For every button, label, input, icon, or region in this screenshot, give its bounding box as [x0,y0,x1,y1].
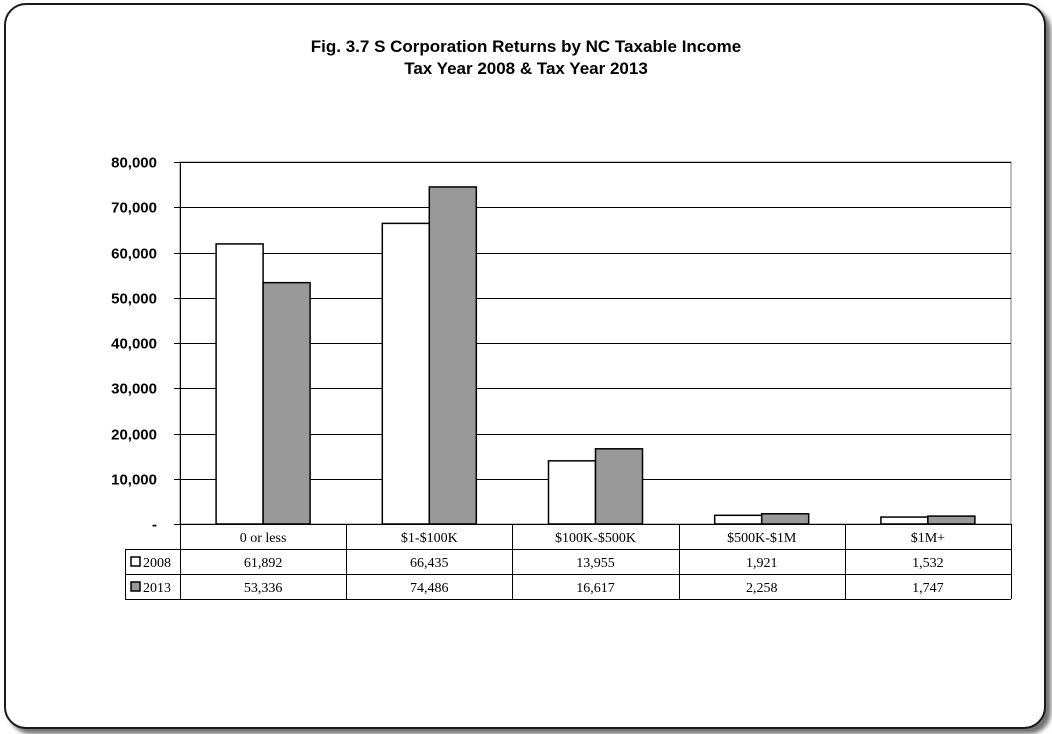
data-label: 61,892 [244,556,283,571]
y-tick-label: 80,000 [111,155,157,172]
y-tick-label: 30,000 [111,381,157,398]
y-tick-label: 60,000 [111,246,157,263]
data-label: 1,747 [912,581,944,596]
bar-2013 [428,186,478,525]
bar-2008 [880,516,929,525]
bar-2008 [547,460,597,525]
bar-2008 [381,222,431,525]
y-tick-label: 40,000 [111,336,157,353]
x-tick-label: $1M+ [911,531,945,546]
y-tick-label: 50,000 [111,291,157,308]
x-tick-label: 0 or less [240,531,287,546]
legend-key-2013 [130,581,141,592]
data-label: 13,955 [576,556,615,571]
legend-label: 2013 [143,581,171,596]
x-tick-label: $500K-$1M [727,531,797,546]
data-label: 74,486 [410,581,449,596]
x-tick-label: $1-$100K [401,531,458,546]
data-label: 66,435 [410,556,449,571]
legend-key-2008 [130,556,141,567]
bar-2013 [262,281,311,525]
data-label: 53,336 [244,581,283,596]
data-label: 1,921 [746,556,778,571]
data-label: 1,532 [912,556,944,571]
bar-2013 [927,515,976,525]
bar-2008 [215,243,264,525]
legend-label: 2008 [143,556,171,571]
bar-2008 [713,514,763,525]
data-label: 16,617 [576,581,615,596]
bar-2013 [594,448,644,525]
chart-subtitle: Tax Year 2008 & Tax Year 2013 [404,59,648,78]
bar-2013 [760,513,810,525]
data-label: 2,258 [746,581,778,596]
y-tick-label: 10,000 [111,472,157,489]
chart-title: Fig. 3.7 S Corporation Returns by NC Tax… [310,37,742,56]
y-tick-label: - [152,517,157,534]
x-tick-label: $100K-$500K [555,531,636,546]
y-tick-label: 20,000 [111,427,157,444]
y-tick-label: 70,000 [111,200,157,217]
